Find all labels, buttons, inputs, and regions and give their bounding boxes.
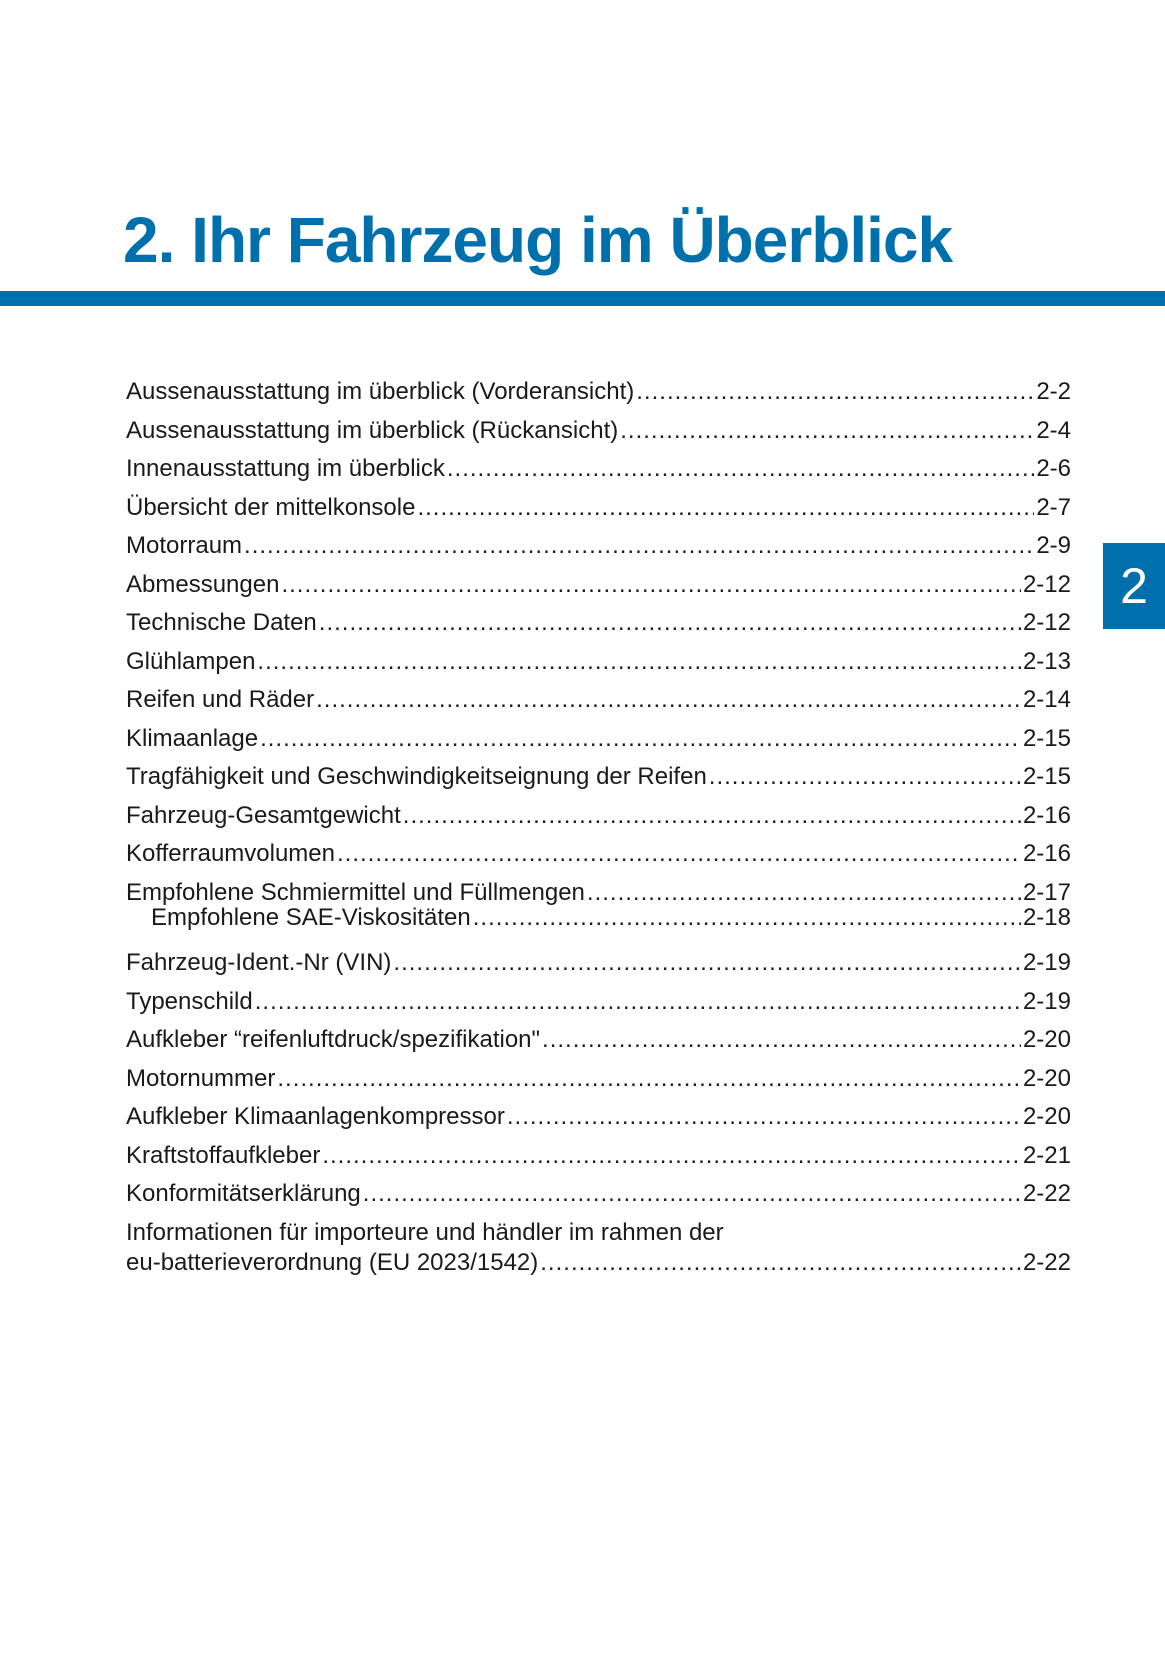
toc-entry-label: Aufkleber Klimaanlagenkompressor	[126, 1103, 505, 1130]
dot-leader	[709, 758, 1021, 797]
toc-entry-label: Fahrzeug-Gesamtgewicht	[126, 801, 401, 829]
toc-entry[interactable]: Fahrzeug-Ident.-Nr (VIN) 2-19	[126, 944, 1071, 983]
dot-leader	[281, 566, 1021, 605]
toc-entry[interactable]: Informationen für importeure und händler…	[126, 1218, 1071, 1278]
toc-entry-page: 2-12	[1022, 609, 1071, 636]
page-title: 2. Ihr Fahrzeug im Überblick	[123, 204, 953, 276]
toc-entry-page: 2-12	[1022, 570, 1071, 598]
toc-entry[interactable]: Glühlampen 2-13	[126, 643, 1071, 682]
dot-leader	[403, 797, 1021, 836]
dot-leader	[473, 903, 1021, 933]
toc-entry-page: 2-20	[1022, 1026, 1071, 1053]
dot-leader	[540, 1248, 1021, 1278]
toc-entry-label: Kofferraumvolumen	[126, 840, 335, 867]
toc-entry-label-line2: eu-batterieverordnung (EU 2023/1542)	[126, 1248, 539, 1276]
toc-entry-page: 2-16	[1022, 801, 1071, 829]
toc-entry-label: Motornummer	[126, 1064, 276, 1092]
toc-entry[interactable]: Tragfähigkeit und Geschwindigkeitseignun…	[126, 758, 1071, 797]
toc-entry[interactable]: Konformitätserklärung 2-22	[126, 1175, 1071, 1214]
toc-entry[interactable]: Aufkleber “reifenluftdruck/spezifikation…	[126, 1021, 1071, 1060]
toc-entry-label-line1: Informationen für importeure und händler…	[126, 1218, 724, 1246]
toc-entry-page: 2-14	[1022, 686, 1071, 713]
dot-leader	[319, 604, 1021, 643]
toc-entry[interactable]: Klimaanlage 2-15	[126, 720, 1071, 759]
dot-leader	[393, 944, 1021, 983]
dot-leader	[260, 720, 1021, 759]
toc-entry-label: Tragfähigkeit und Geschwindigkeitseignun…	[126, 763, 707, 790]
dot-leader	[447, 450, 1034, 489]
toc-entry[interactable]: Reifen und Räder 2-14	[126, 681, 1071, 720]
toc-entry-label: Reifen und Räder	[126, 686, 315, 713]
dot-leader	[244, 527, 1034, 566]
toc-entry-page: 2-18	[1022, 904, 1071, 931]
toc-entry-label: Aussenausstattung im überblick (Vorderan…	[126, 378, 635, 405]
toc-entry-label: Typenschild	[126, 987, 253, 1015]
dot-leader	[636, 373, 1034, 412]
toc-entry-page: 2-13	[1022, 647, 1071, 675]
toc-entry[interactable]: Motornummer 2-20	[126, 1060, 1071, 1099]
toc-entry-label: Abmessungen	[126, 570, 280, 598]
dot-leader	[277, 1060, 1021, 1099]
title-divider-bar	[0, 291, 1165, 306]
toc-entry[interactable]: Kraftstoffaufkleber 2-21	[126, 1137, 1071, 1176]
toc-entry-page: 2-22	[1022, 1180, 1071, 1207]
dot-leader	[620, 412, 1034, 451]
toc-entry-page: 2-20	[1022, 1064, 1071, 1092]
toc-entry-page: 2-19	[1022, 949, 1071, 976]
table-of-contents: Aussenausstattung im überblick (Vorderan…	[126, 373, 1071, 1278]
toc-entry[interactable]: Empfohlene Schmiermittel und Füllmengen 2…	[126, 874, 1071, 913]
toc-entry-page: 2-22	[1022, 1248, 1071, 1276]
toc-entry-label: Aufkleber “reifenluftdruck/spezifikation…	[126, 1026, 541, 1053]
toc-entry-page: 2-21	[1022, 1141, 1071, 1169]
toc-entry-page: 2-4	[1036, 416, 1071, 444]
toc-entry-page: 2-2	[1036, 378, 1071, 405]
toc-entry[interactable]: Technische Daten 2-12	[126, 604, 1071, 643]
toc-entry-label: Motorraum	[126, 532, 243, 559]
toc-entry-page: 2-15	[1022, 724, 1071, 752]
toc-entry-label: Klimaanlage	[126, 724, 259, 752]
toc-entry[interactable]: Kofferraumvolumen 2-16	[126, 835, 1071, 874]
toc-subentry[interactable]: Empfohlene SAE-Viskositäten 2-18	[126, 903, 1071, 933]
toc-entry-page: 2-17	[1022, 878, 1071, 906]
toc-entry[interactable]: Aussenausstattung im überblick (Rückansi…	[126, 412, 1071, 451]
toc-entry-label: Übersicht der mittelkonsole	[126, 493, 416, 521]
dot-leader	[257, 643, 1021, 682]
toc-entry-label: Glühlampen	[126, 647, 256, 675]
dot-leader	[417, 489, 1034, 528]
toc-entry-page: 2-9	[1036, 532, 1071, 559]
toc-entry-label: Empfohlene SAE-Viskositäten	[151, 904, 471, 931]
dot-leader	[542, 1021, 1021, 1060]
dot-leader	[363, 1175, 1021, 1214]
toc-entry[interactable]: Innenausstattung im überblick 2-6	[126, 450, 1071, 489]
toc-entry-page: 2-7	[1036, 493, 1071, 521]
toc-entry-label: Aussenausstattung im überblick (Rückansi…	[126, 416, 619, 444]
toc-entry-label: Konformitätserklärung	[126, 1180, 361, 1207]
dot-leader	[337, 835, 1021, 874]
toc-entry-label: Empfohlene Schmiermittel und Füllmengen	[126, 878, 585, 906]
toc-entry-label: Kraftstoffaufkleber	[126, 1141, 321, 1169]
toc-entry-page: 2-6	[1036, 455, 1071, 482]
toc-entry-page: 2-19	[1022, 987, 1071, 1015]
toc-entry-label: Fahrzeug-Ident.-Nr (VIN)	[126, 949, 392, 976]
toc-entry[interactable]: Aussenausstattung im überblick (Vorderan…	[126, 373, 1071, 412]
dot-leader	[255, 983, 1021, 1022]
toc-entry-label: Innenausstattung im überblick	[126, 455, 445, 482]
toc-entry[interactable]: Abmessungen 2-12	[126, 566, 1071, 605]
dot-leader	[322, 1137, 1021, 1176]
dot-leader	[507, 1098, 1021, 1137]
toc-entry[interactable]: Übersicht der mittelkonsole 2-7	[126, 489, 1071, 528]
toc-entry-page: 2-20	[1022, 1103, 1071, 1130]
toc-entry-page: 2-16	[1022, 840, 1071, 867]
toc-entry[interactable]: Typenschild 2-19	[126, 983, 1071, 1022]
toc-entry[interactable]: Fahrzeug-Gesamtgewicht 2-16	[126, 797, 1071, 836]
chapter-tab[interactable]: 2	[1103, 543, 1165, 629]
dot-leader	[316, 681, 1021, 720]
toc-entry[interactable]: Motorraum 2-9	[126, 527, 1071, 566]
toc-entry[interactable]: Aufkleber Klimaanlagenkompressor 2-20	[126, 1098, 1071, 1137]
toc-entry-page: 2-15	[1022, 763, 1071, 790]
toc-entry-label: Technische Daten	[126, 609, 317, 636]
